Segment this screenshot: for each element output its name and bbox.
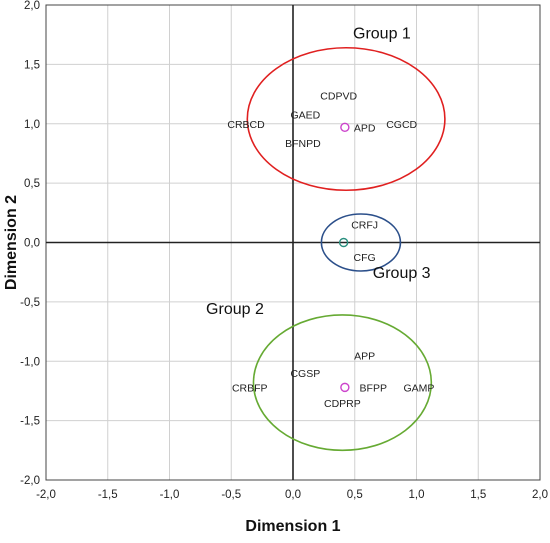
group-label-1: Group 1 (353, 25, 411, 42)
x-axis-title: Dimension 1 (245, 518, 340, 535)
point-label: CRBFP (232, 382, 268, 394)
y-tick-label: 0,5 (24, 178, 40, 190)
y-tick-label: 0,0 (24, 238, 40, 250)
point-label: CFG (354, 252, 376, 264)
x-tick-label: 0,0 (285, 489, 301, 501)
group-label-3: Group 3 (373, 265, 431, 282)
y-axis-title: Dimension 2 (3, 195, 20, 290)
x-tick-label: -1,0 (160, 489, 180, 501)
x-tick-label: -2,0 (36, 489, 56, 501)
x-tick-label: 2,0 (532, 489, 548, 501)
point-label: CDPVD (320, 90, 357, 102)
x-tick-label: 1,5 (470, 489, 486, 501)
point-label: BFPP (360, 382, 387, 394)
y-tick-label: 1,0 (24, 119, 40, 131)
y-tick-label: -2,0 (20, 475, 40, 487)
zero-axes (46, 5, 540, 480)
y-tick-labels: -2,0 -1,5 -1,0 -0,5 0,0 0,5 1,0 1,5 2,0 (20, 0, 40, 487)
group-ellipse-2 (252, 314, 433, 452)
group-ellipses: Group 1 Group 2 Group 3 (206, 25, 446, 452)
y-tick-label: 1,5 (24, 59, 40, 71)
data-point (340, 122, 350, 133)
point-label: BFNPD (285, 138, 321, 150)
data-point (338, 237, 349, 248)
y-tick-label: -1,0 (20, 356, 40, 368)
y-tick-label: -0,5 (20, 297, 40, 309)
point-label: CDPRP (324, 398, 361, 410)
data-point (340, 382, 350, 393)
point-label: CGCD (386, 119, 417, 131)
group-ellipse-3 (320, 213, 402, 272)
x-tick-label: 1,0 (409, 489, 425, 501)
group-ellipse-1 (246, 46, 446, 192)
x-tick-label: -1,5 (98, 489, 118, 501)
x-tick-label: 0,5 (347, 489, 363, 501)
group-label-2: Group 2 (206, 301, 264, 318)
y-tick-label: 2,0 (24, 0, 40, 12)
point-label: CGSP (290, 368, 320, 380)
point-label: GAED (290, 109, 320, 121)
point-label: APD (354, 122, 376, 134)
point-label: CRFJ (351, 220, 378, 232)
point-label: CRBCD (227, 119, 265, 131)
x-tick-labels: -2,0 -1,5 -1,0 -0,5 0,0 0,5 1,0 1,5 2,0 (36, 489, 548, 501)
y-tick-label: -1,5 (20, 416, 40, 428)
point-label: GAMP (404, 382, 435, 394)
point-label: APP (354, 350, 375, 362)
x-tick-label: -0,5 (221, 489, 241, 501)
data-points (338, 122, 350, 393)
